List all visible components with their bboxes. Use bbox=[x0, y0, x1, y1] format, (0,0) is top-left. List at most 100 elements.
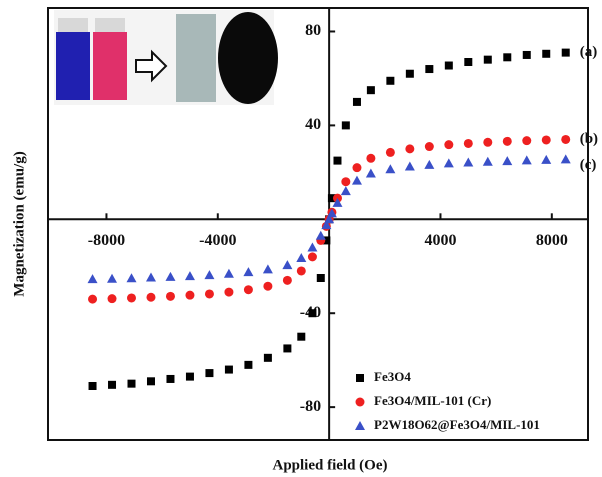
marker-triangle bbox=[385, 164, 396, 174]
marker-square bbox=[366, 86, 375, 95]
marker-circle bbox=[224, 287, 234, 297]
marker-triangle bbox=[321, 220, 332, 230]
marker-square bbox=[405, 69, 414, 78]
x-tick-label: -8000 bbox=[88, 232, 125, 249]
marker-circle bbox=[541, 135, 551, 145]
marker-square bbox=[542, 49, 551, 58]
marker-square bbox=[283, 344, 292, 353]
marker-triangle bbox=[463, 157, 474, 167]
marker-square bbox=[263, 353, 272, 362]
y-tick-label: -80 bbox=[300, 398, 321, 415]
marker-circle bbox=[405, 144, 415, 154]
marker-circle bbox=[366, 153, 376, 163]
x-tick-label: -4000 bbox=[199, 232, 236, 249]
x-axis-label: Applied field (Oe) bbox=[273, 457, 388, 473]
marker-triangle bbox=[184, 271, 195, 281]
marker-triangle bbox=[107, 273, 118, 283]
marker-circle bbox=[522, 136, 532, 146]
marker-square bbox=[386, 76, 395, 85]
marker-triangle bbox=[126, 273, 137, 283]
marker-square bbox=[316, 274, 325, 282]
marker-circle bbox=[243, 285, 253, 295]
marker-triangle bbox=[443, 158, 454, 168]
vial-pink bbox=[93, 32, 127, 100]
marker-triangle bbox=[296, 253, 307, 263]
marker-square bbox=[356, 374, 364, 382]
legend-label: Fe3O4 bbox=[374, 369, 411, 384]
marker-circle bbox=[424, 142, 434, 152]
series-annotation: (c) bbox=[580, 157, 597, 173]
marker-circle bbox=[502, 136, 512, 146]
marker-triangle bbox=[351, 175, 362, 185]
marker-triangle bbox=[482, 156, 493, 166]
marker-circle bbox=[341, 177, 351, 187]
marker-square bbox=[483, 55, 492, 64]
marker-square bbox=[333, 156, 342, 165]
marker-square bbox=[127, 379, 136, 388]
marker-square bbox=[464, 58, 473, 66]
marker-circle bbox=[561, 134, 571, 144]
marker-square bbox=[185, 372, 194, 381]
marker-triangle bbox=[340, 186, 351, 196]
marker-square bbox=[88, 382, 97, 390]
marker-circle bbox=[385, 147, 395, 157]
marker-triangle bbox=[502, 156, 513, 166]
vial-clear bbox=[176, 14, 216, 102]
marker-square bbox=[244, 360, 253, 369]
marker-square bbox=[341, 121, 350, 130]
marker-triangle bbox=[282, 260, 293, 270]
marker-circle bbox=[352, 163, 362, 173]
marker-triangle bbox=[165, 271, 176, 281]
arrow bbox=[135, 49, 168, 83]
marker-square bbox=[308, 309, 317, 318]
marker-triangle bbox=[262, 264, 273, 274]
marker-triangle bbox=[324, 214, 335, 224]
marker-triangle bbox=[145, 272, 156, 282]
marker-square bbox=[352, 97, 361, 106]
marker-triangle bbox=[87, 274, 98, 284]
marker-square bbox=[205, 369, 214, 378]
marker-square bbox=[425, 65, 434, 74]
marker-square bbox=[108, 380, 117, 389]
marker-triangle bbox=[541, 154, 552, 164]
inset-photo bbox=[54, 10, 278, 105]
marker-circle bbox=[204, 289, 214, 299]
marker-circle bbox=[444, 140, 454, 150]
vial-blue bbox=[56, 32, 90, 100]
marker-triangle bbox=[332, 197, 343, 207]
marker-circle bbox=[263, 281, 273, 291]
marker-triangle bbox=[243, 267, 254, 277]
marker-triangle bbox=[424, 159, 435, 169]
marker-triangle bbox=[521, 155, 532, 165]
marker-circle bbox=[282, 275, 292, 285]
marker-circle bbox=[165, 291, 175, 301]
marker-triangle bbox=[365, 168, 376, 178]
marker-triangle bbox=[355, 421, 365, 430]
magnet bbox=[218, 12, 278, 104]
legend-label: P2W18O62@Fe3O4/MIL-101 bbox=[374, 417, 540, 432]
marker-circle bbox=[463, 138, 473, 148]
marker-circle bbox=[127, 293, 137, 303]
vial-cap bbox=[95, 18, 125, 32]
y-tick-label: 40 bbox=[305, 116, 321, 133]
marker-circle bbox=[185, 290, 195, 300]
marker-square bbox=[444, 61, 453, 70]
x-tick-label: 8000 bbox=[536, 232, 568, 249]
marker-triangle bbox=[560, 154, 571, 164]
x-tick-label: 4000 bbox=[424, 232, 456, 249]
marker-square bbox=[561, 48, 570, 57]
marker-square bbox=[327, 194, 336, 203]
marker-circle bbox=[355, 397, 365, 407]
marker-triangle bbox=[315, 230, 326, 240]
marker-square bbox=[522, 50, 531, 59]
marker-circle bbox=[88, 294, 98, 304]
y-axis-label: Magnetization (emu/g) bbox=[11, 151, 27, 296]
marker-circle bbox=[107, 294, 117, 304]
marker-square bbox=[503, 53, 512, 62]
marker-circle bbox=[307, 252, 317, 262]
marker-triangle bbox=[204, 270, 215, 280]
marker-triangle bbox=[326, 208, 337, 218]
y-tick-label: 80 bbox=[305, 22, 321, 39]
marker-square bbox=[297, 332, 306, 341]
